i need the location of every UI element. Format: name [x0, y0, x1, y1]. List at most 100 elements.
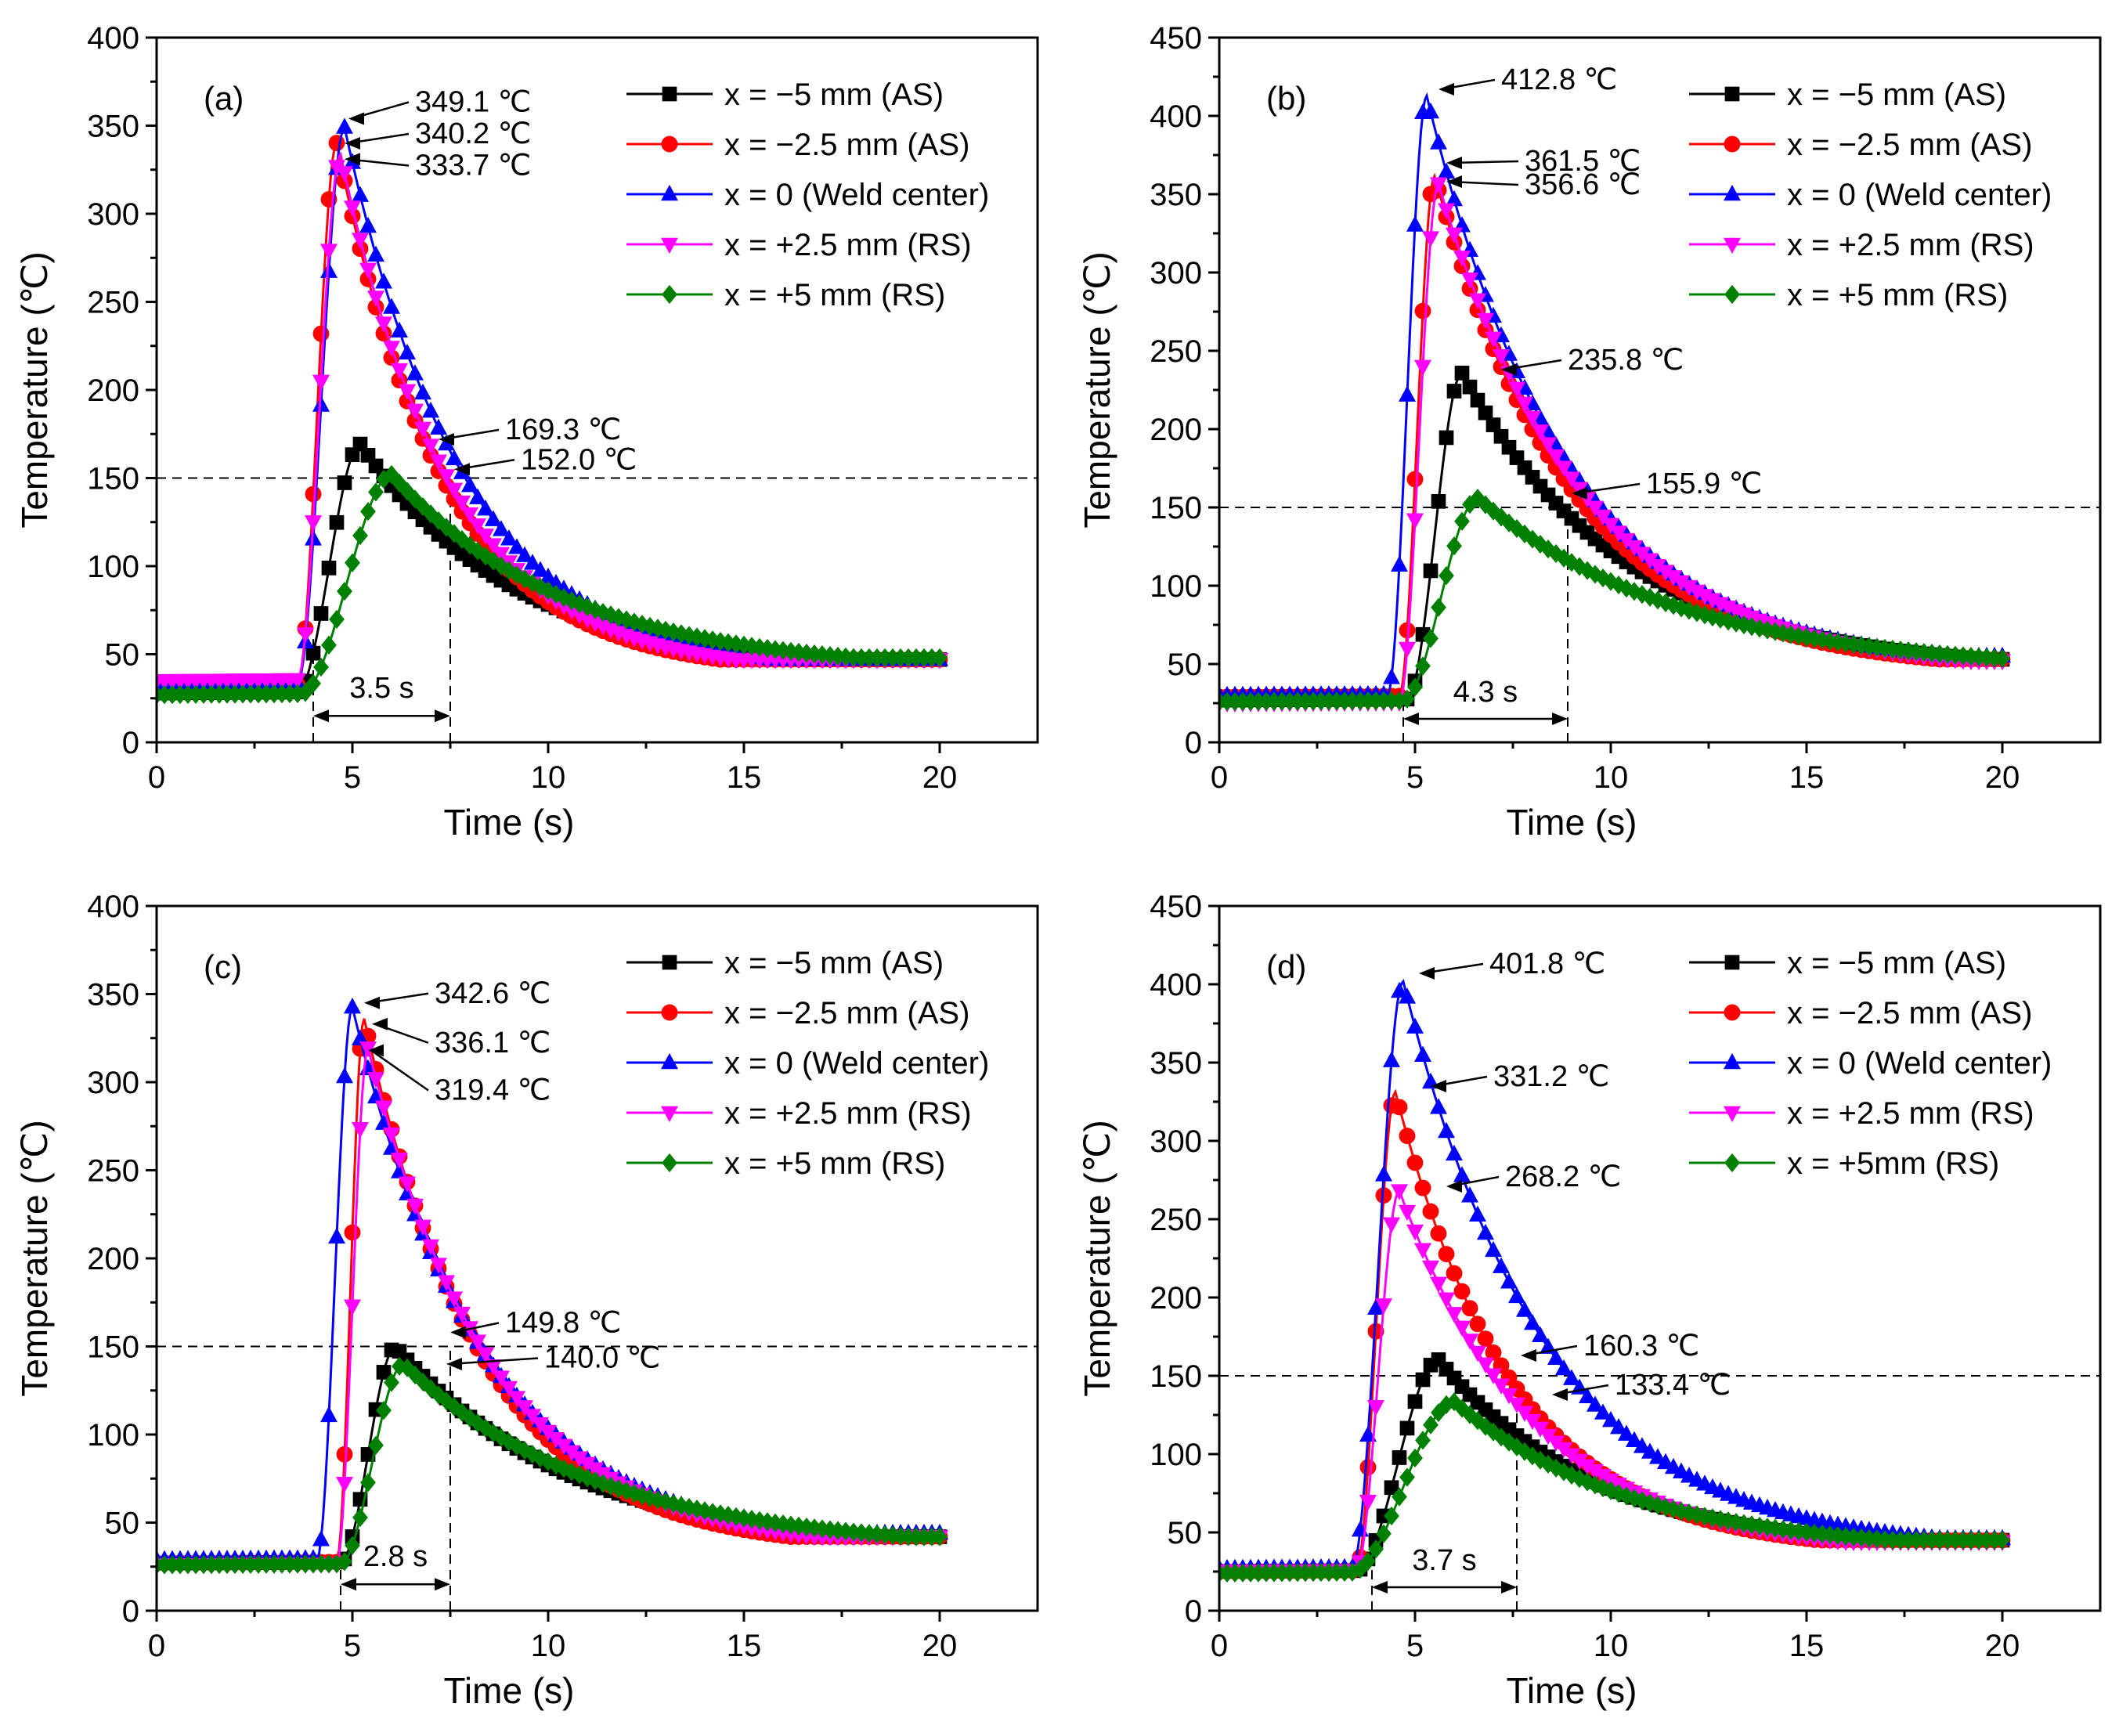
data-point — [164, 1555, 180, 1575]
data-point — [713, 631, 728, 651]
x-tick-label: 15 — [1789, 1629, 1825, 1663]
data-point — [430, 418, 447, 435]
data-point — [344, 998, 361, 1014]
data-point — [320, 1406, 338, 1423]
data-point — [1446, 189, 1463, 207]
data-point — [1469, 293, 1486, 309]
data-point — [493, 556, 509, 576]
y-tick-label: 400 — [87, 890, 139, 924]
data-point — [1439, 430, 1454, 446]
annotation-label: 169.3 ℃ — [505, 413, 621, 446]
data-point — [1485, 1368, 1502, 1384]
data-point — [1406, 1017, 1424, 1034]
data-point — [1508, 1397, 1525, 1413]
data-point — [1563, 1448, 1580, 1464]
data-point — [556, 588, 572, 608]
annotation-label: 361.5 ℃ — [1525, 145, 1641, 178]
data-point — [336, 166, 353, 182]
data-point — [697, 629, 713, 648]
data-point — [1313, 691, 1329, 711]
annotation-arrowhead — [1431, 1080, 1446, 1092]
x-tick-label: 15 — [1789, 760, 1825, 795]
data-point — [1563, 1369, 1580, 1385]
data-point — [344, 200, 361, 217]
data-point — [414, 383, 431, 400]
annotation-arrowhead — [364, 996, 380, 1009]
data-point — [438, 1275, 455, 1291]
annotation-arrowhead — [450, 1326, 466, 1339]
x-axis-title: Time (s) — [1507, 802, 1637, 843]
data-point — [1282, 691, 1298, 711]
data-point — [1493, 349, 1510, 366]
data-point — [312, 1530, 330, 1547]
data-point — [1516, 1406, 1533, 1422]
data-point — [579, 1456, 596, 1474]
y-tick-label: 50 — [1168, 1516, 1203, 1550]
data-point — [1352, 691, 1368, 711]
data-point — [1406, 1224, 1424, 1241]
data-point — [298, 683, 313, 702]
legend-entry: x = 0 (Weld center) — [724, 1046, 989, 1081]
legend-entry: x = 0 (Weld center) — [724, 178, 989, 212]
annotation-arrowhead — [1439, 83, 1454, 96]
data-point — [384, 1373, 399, 1392]
data-point — [1258, 1563, 1274, 1583]
legend-entry: x = −2.5 mm (AS) — [1787, 128, 2032, 162]
data-point — [431, 1385, 446, 1405]
data-point — [320, 244, 338, 260]
data-point — [1415, 1372, 1431, 1388]
data-point — [1461, 272, 1478, 289]
x-axis-title: Time (s) — [444, 1670, 575, 1711]
data-point — [321, 1554, 337, 1574]
data-point — [1274, 1563, 1290, 1583]
series-group-2 — [157, 998, 948, 1575]
annotation-label: 152.0 ℃ — [521, 443, 637, 476]
data-point — [1274, 691, 1290, 711]
data-point — [227, 684, 243, 704]
data-point — [1383, 1051, 1400, 1067]
data-point — [1571, 482, 1588, 498]
data-point — [305, 645, 321, 661]
data-point — [869, 648, 885, 668]
data-point — [901, 648, 916, 668]
interval-arrowhead-left — [1372, 1581, 1388, 1593]
data-point — [1430, 1098, 1447, 1114]
data-point — [477, 499, 494, 516]
data-point — [196, 684, 211, 704]
data-point — [861, 648, 877, 668]
data-point — [352, 186, 369, 202]
x-tick-label: 20 — [1985, 1629, 2020, 1663]
legend-entry: x = −2.5 mm (AS) — [724, 128, 969, 162]
data-point — [893, 648, 908, 668]
data-point — [469, 518, 486, 535]
data-point — [1414, 1243, 1431, 1259]
data-point — [1885, 1530, 1901, 1550]
data-point — [227, 1554, 243, 1575]
data-point — [422, 402, 439, 418]
data-point — [157, 685, 172, 705]
interval-label: 2.8 s — [363, 1540, 428, 1573]
data-point — [1446, 1144, 1463, 1161]
data-point — [1916, 643, 1932, 662]
data-point — [916, 1527, 932, 1547]
data-point — [1963, 647, 1979, 666]
interval-label: 4.3 s — [1453, 676, 1518, 709]
data-point — [885, 648, 901, 668]
data-point — [313, 606, 329, 621]
data-point — [1979, 648, 1994, 667]
x-tick-label: 15 — [727, 760, 762, 795]
annotation-arrowhead — [446, 1358, 462, 1370]
data-point — [352, 436, 368, 452]
data-point — [328, 135, 345, 151]
data-point — [438, 469, 455, 485]
data-point — [1384, 691, 1399, 710]
y-tick-label: 50 — [1168, 648, 1203, 682]
data-point — [375, 1100, 392, 1117]
data-point — [1290, 691, 1305, 711]
data-point — [1422, 102, 1439, 119]
legend-entry: x = +5 mm (RS) — [724, 278, 945, 312]
data-point — [321, 561, 337, 576]
data-point — [188, 1555, 204, 1575]
data-point — [720, 1506, 736, 1525]
data-point — [1736, 615, 1752, 635]
